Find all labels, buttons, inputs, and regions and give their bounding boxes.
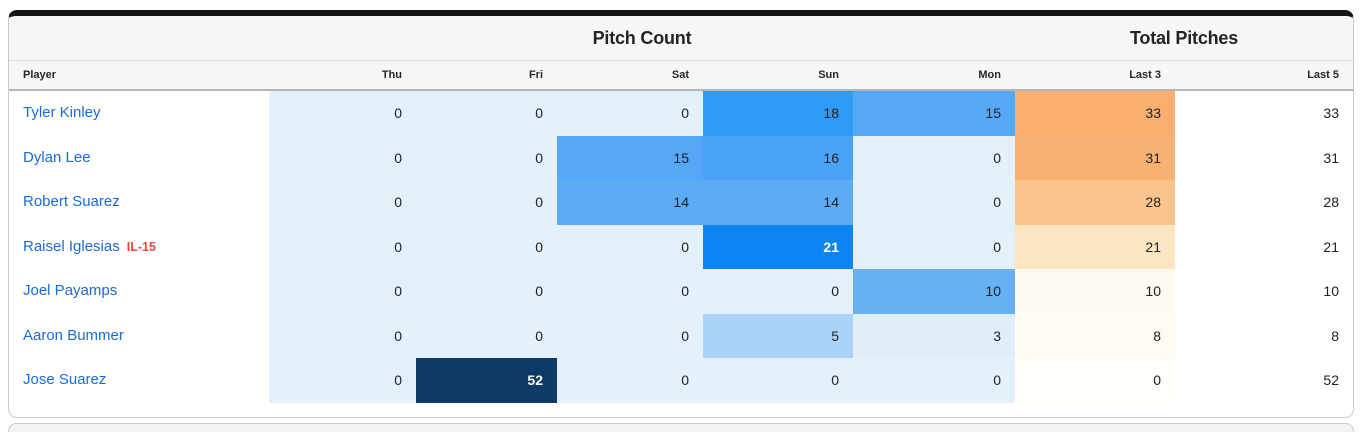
pitch-value-cell: 21 — [1323, 238, 1339, 255]
pitch-count-title: Pitch Count — [592, 28, 692, 48]
pitch-value-cell: 0 — [269, 269, 416, 314]
pitch-value-cell: 0 — [269, 224, 416, 269]
player-cell: Tyler Kinley — [9, 91, 269, 136]
column-header-thu: Thu — [381, 69, 402, 81]
pitch-value-cell: 0 — [416, 269, 557, 314]
column-header-last-3: Last 3 — [1129, 69, 1161, 81]
pitch-value-cell: 0 — [1015, 358, 1175, 403]
pitch-value-cell: 0 — [703, 358, 853, 403]
pitch-value-cell: 14 — [557, 180, 703, 225]
column-header-sun: Sun — [818, 69, 839, 81]
pitch-value-cell: 0 — [557, 313, 703, 358]
pitch-value-cell: 0 — [269, 180, 416, 225]
player-cell: Aaron Bummer — [9, 314, 269, 359]
column-header-fri: Fri — [528, 69, 543, 81]
pitch-value-cell: 15 — [557, 135, 703, 180]
pitch-value-cell: 0 — [557, 358, 703, 403]
pitch-value-cell: 0 — [703, 269, 853, 314]
player-name-link[interactable]: Robert Suarez — [23, 193, 120, 210]
pitch-value-cell: 0 — [416, 135, 557, 180]
pitch-value-cell: 0 — [269, 358, 416, 403]
pitch-value-cell: 0 — [269, 91, 416, 136]
player-name-link[interactable]: Dylan Lee — [23, 148, 91, 166]
pitch-value-cell: 14 — [703, 180, 853, 225]
column-header-sat: Sat — [671, 69, 689, 81]
pitch-value-cell: 31 — [1015, 135, 1175, 180]
pitch-value-cell: 8 — [1015, 313, 1175, 358]
pitch-value-cell: 10 — [853, 269, 1015, 314]
player-name-link[interactable]: Aaron Bummer — [23, 326, 124, 344]
pitch-value-cell: 0 — [853, 358, 1015, 403]
pitch-value-cell: 0 — [416, 180, 557, 225]
player-name-link[interactable]: Joel Payamps — [23, 282, 118, 299]
pitch-value-cell: 10 — [1323, 283, 1339, 299]
player-cell: Dylan Lee — [9, 136, 269, 181]
pitch-value-cell: 10 — [1015, 269, 1175, 314]
pitch-value-cell: 0 — [853, 224, 1015, 269]
total-pitches-title: Total Pitches — [1129, 28, 1239, 48]
pitch-value-cell: 18 — [703, 91, 853, 136]
pitch-value-cell: 0 — [557, 269, 703, 314]
pitch-value-cell: 28 — [1015, 180, 1175, 225]
pitch-value-cell: 15 — [853, 91, 1015, 136]
player-name-link[interactable]: Jose Suarez — [23, 371, 107, 388]
pitch-value-cell: 0 — [269, 313, 416, 358]
pitch-value-cell: 31 — [1323, 149, 1339, 166]
player-cell: Raisel Iglesias IL-15 — [9, 225, 269, 270]
pitch-value-cell: 33 — [1323, 105, 1339, 121]
table-row: Joel Payamps 0 0 0 0 10 10 10 — [9, 269, 1353, 314]
next-card-strip — [8, 423, 1354, 432]
pitch-value-cell: 0 — [557, 91, 703, 136]
pitch-value-cell: 52 — [1323, 372, 1339, 388]
pitch-value-cell: 0 — [416, 91, 557, 136]
pitch-value-cell: 52 — [416, 358, 557, 403]
section-header-band: Pitch Count Total Pitches — [9, 16, 1353, 61]
pitch-value-cell: 8 — [1331, 327, 1339, 344]
table-body: Tyler Kinley 0 0 0 18 15 33 33 Dylan Lee 0 0 15 16 0 3… — [9, 91, 1353, 403]
pitch-value-cell: 21 — [703, 224, 853, 269]
pitch-value-cell: 0 — [853, 135, 1015, 180]
table-row: Dylan Lee 0 0 15 16 0 31 31 — [9, 135, 1353, 181]
player-cell: Robert Suarez — [9, 180, 269, 225]
pitch-value-cell: 21 — [1015, 224, 1175, 269]
column-header-mon: Mon — [978, 69, 1001, 81]
pitch-value-cell: 3 — [853, 313, 1015, 358]
column-header-row: Player Thu Fri Sat Sun Mon Last 3 Last 5 — [9, 61, 1353, 91]
column-header-last-5: Last 5 — [1307, 69, 1339, 81]
pitch-count-card: Pitch Count Total Pitches Player Thu Fri Sa… — [8, 10, 1354, 418]
player-cell: Joel Payamps — [9, 269, 269, 314]
player-cell: Jose Suarez — [9, 358, 269, 403]
pitch-value-cell: 0 — [416, 313, 557, 358]
pitch-value-cell: 0 — [853, 180, 1015, 225]
pitch-value-cell: 28 — [1323, 194, 1339, 210]
pitch-value-cell: 0 — [269, 135, 416, 180]
pitch-value-cell: 16 — [703, 135, 853, 180]
player-name-link[interactable]: Tyler Kinley — [23, 104, 101, 121]
table-row: Jose Suarez 0 52 0 0 0 0 52 — [9, 358, 1353, 403]
pitch-value-cell: 33 — [1015, 91, 1175, 136]
pitch-value-cell: 0 — [416, 224, 557, 269]
column-header-player: Player — [23, 69, 57, 81]
table-row: Tyler Kinley 0 0 0 18 15 33 33 — [9, 91, 1353, 136]
pitch-value-cell: 0 — [557, 224, 703, 269]
pitch-value-cell: 5 — [703, 313, 853, 358]
table-row: Raisel Iglesias IL-15 0 0 0 21 0 21 21 — [9, 224, 1353, 270]
injury-status-badge: IL-15 — [126, 239, 156, 254]
table-row: Aaron Bummer 0 0 0 5 3 8 8 — [9, 313, 1353, 359]
player-name-link[interactable]: Raisel Iglesias — [23, 237, 120, 255]
table-row: Robert Suarez 0 0 14 14 0 28 28 — [9, 180, 1353, 225]
